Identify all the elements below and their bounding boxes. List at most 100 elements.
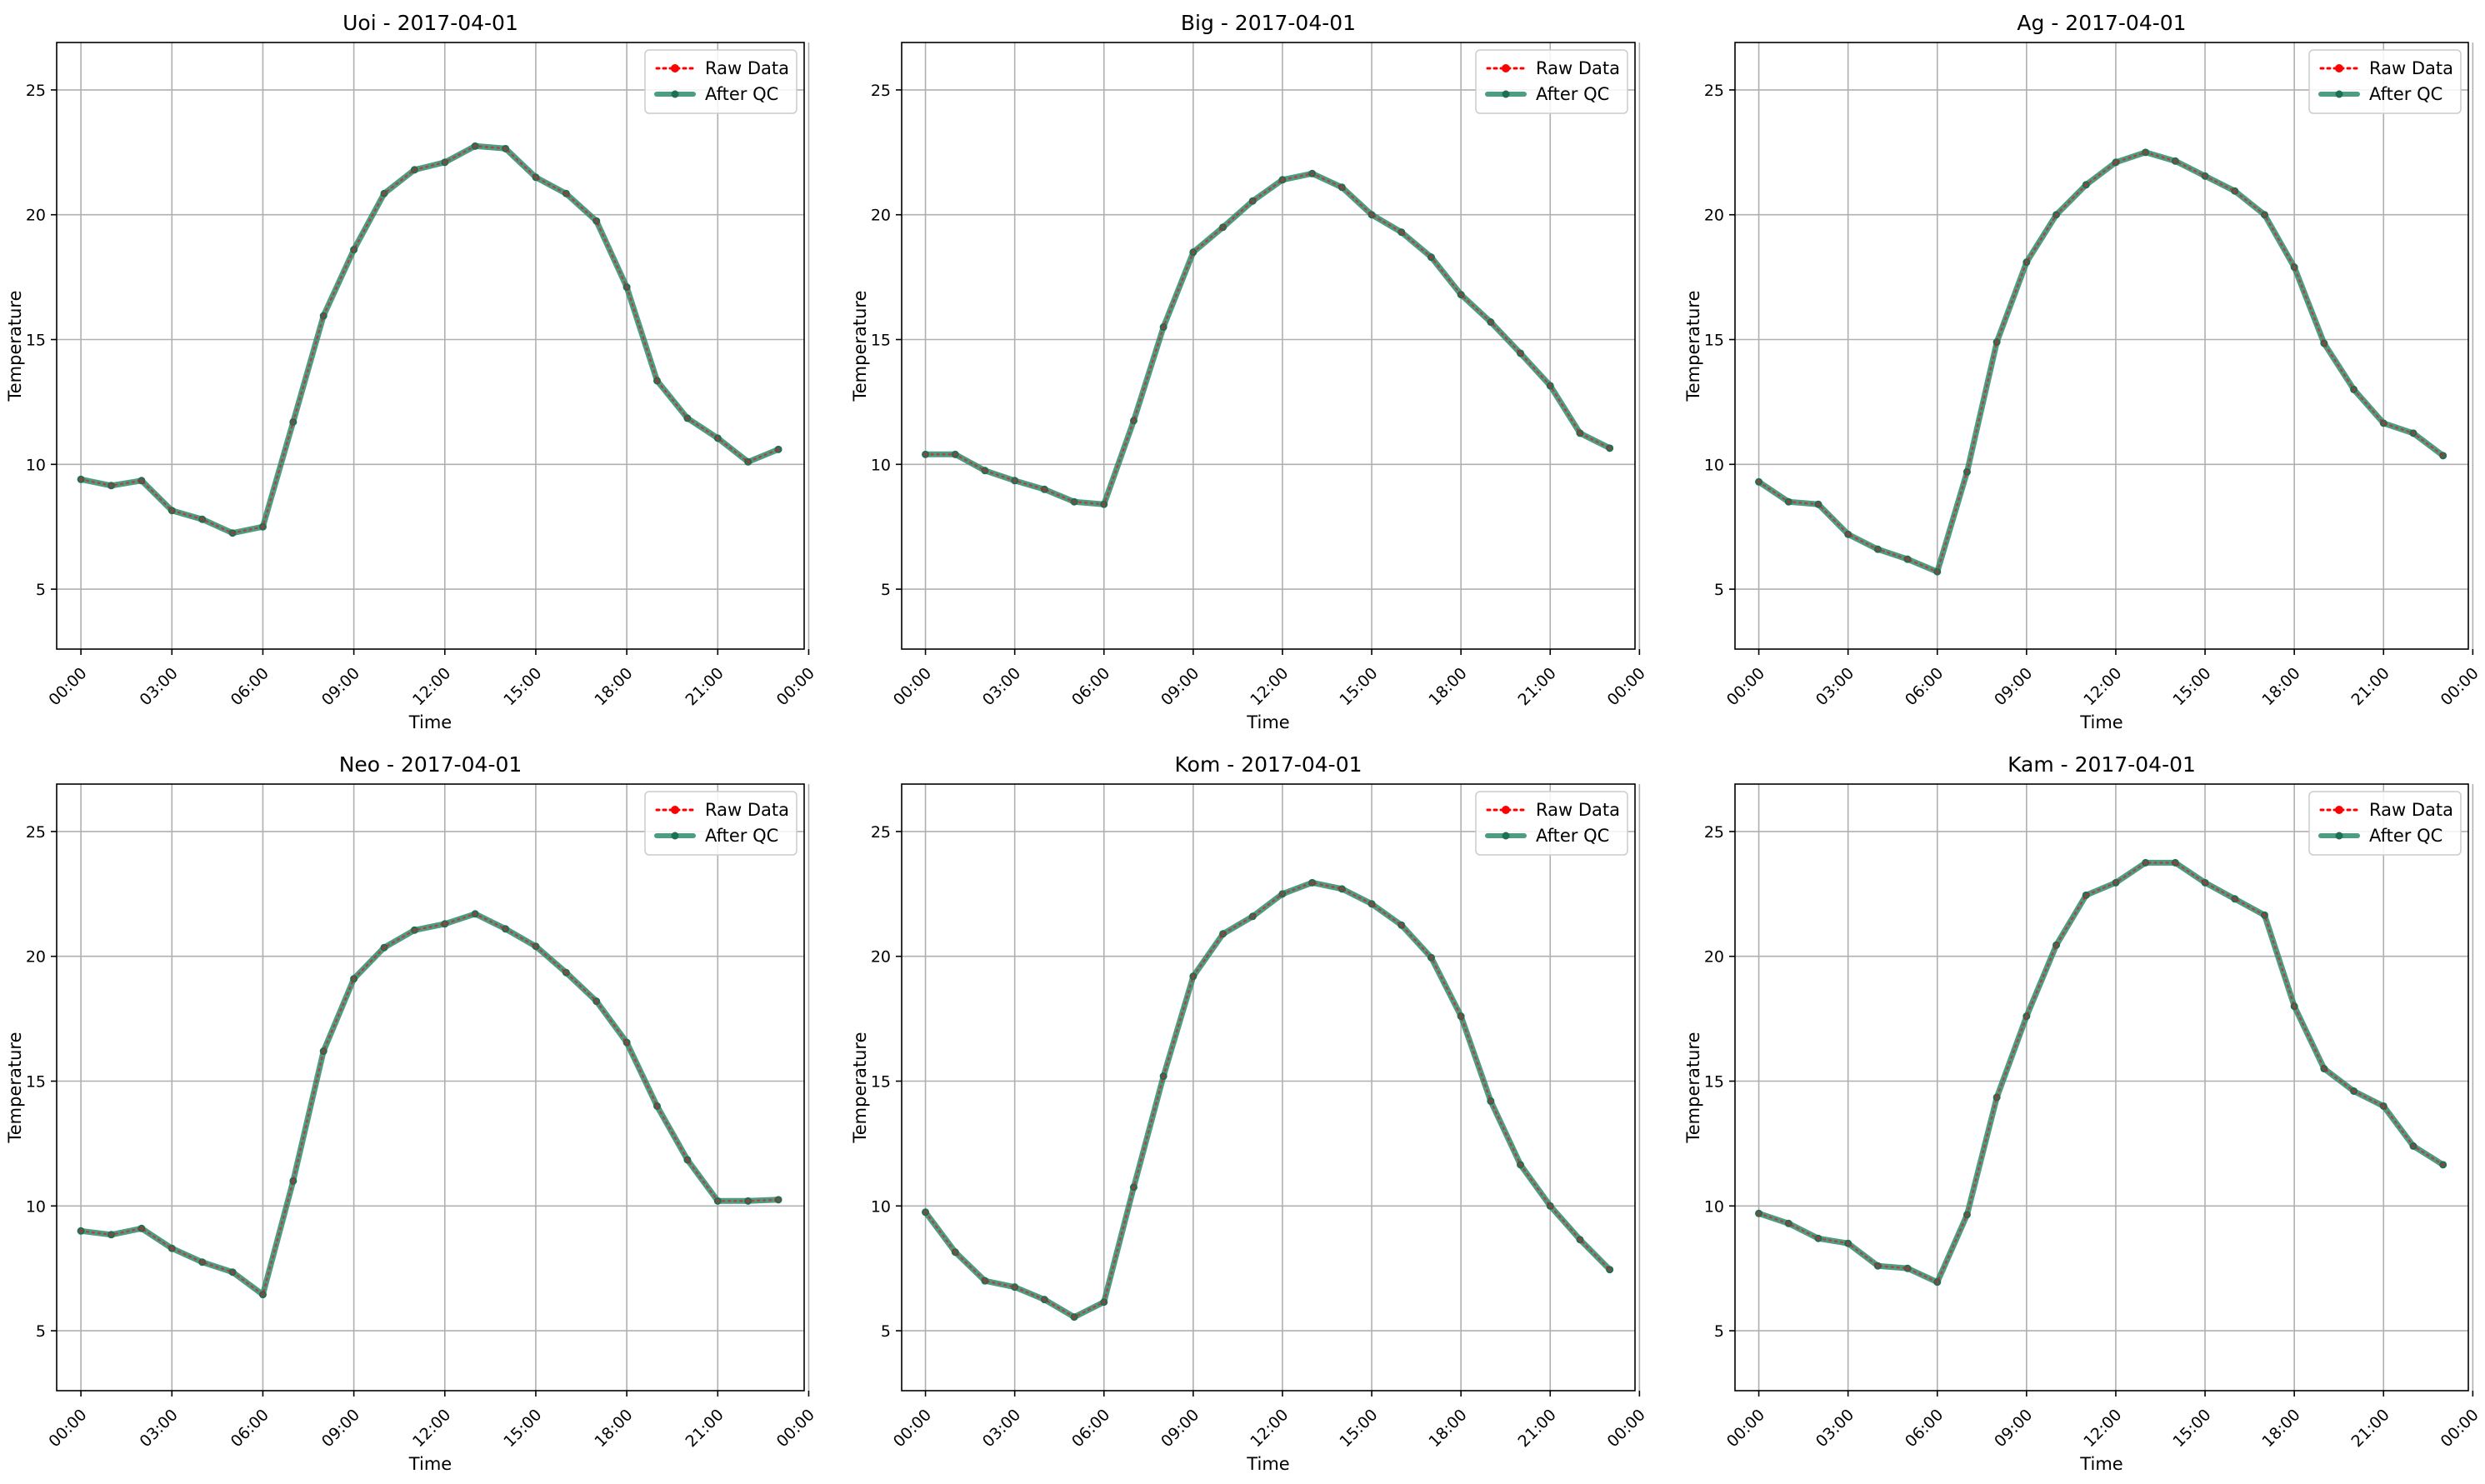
y-tick-label: 5 — [881, 581, 891, 599]
raw-data-point — [1548, 383, 1552, 388]
raw-data-point — [1220, 932, 1226, 937]
y-tick-label: 10 — [1704, 456, 1724, 474]
raw-data-point — [442, 922, 448, 927]
x-tick-label: 09:00 — [1991, 664, 2036, 709]
raw-data-point — [594, 218, 599, 223]
x-tick-label: 21:00 — [2348, 664, 2393, 709]
raw-data-point — [502, 927, 508, 932]
x-tick-label: 15:00 — [1336, 1406, 1381, 1451]
y-tick-label: 5 — [1714, 1322, 1724, 1341]
raw-data-point — [2083, 892, 2088, 897]
y-tick-label: 20 — [1704, 207, 1724, 225]
chart-title: Kam - 2017-04-01 — [2008, 752, 2196, 777]
legend-box — [2308, 791, 2462, 856]
raw-data-point — [1012, 1285, 1018, 1290]
x-tick-label: 12:00 — [2080, 1406, 2125, 1451]
raw-data-point — [1399, 922, 1404, 927]
raw-data-point — [922, 1210, 928, 1215]
legend-label-raw-data: Raw Data — [1536, 58, 1620, 78]
y-tick-label: 25 — [26, 82, 46, 100]
raw-data-point — [1280, 177, 1285, 182]
raw-data-point — [1608, 446, 1612, 451]
x-tick-label: 03:00 — [137, 664, 182, 709]
raw-data-point — [624, 1040, 629, 1045]
raw-data-point — [2322, 1066, 2327, 1072]
raw-data-point — [1994, 1095, 1999, 1100]
raw-data-point — [2113, 880, 2118, 885]
plot-area — [902, 784, 1635, 1391]
y-axis-label: Temperature — [850, 1032, 870, 1143]
raw-data-point — [982, 1278, 988, 1283]
raw-data-point — [169, 508, 174, 513]
raw-data-point — [1102, 1300, 1107, 1305]
raw-data-point — [442, 160, 448, 165]
raw-data-point — [1488, 319, 1493, 325]
raw-data-point — [1250, 914, 1255, 919]
x-tick-label: 21:00 — [1515, 1406, 1560, 1451]
raw-data-point — [624, 284, 629, 290]
x-tick-label: 00:00 — [1723, 664, 1768, 709]
raw-data-point — [1548, 1203, 1552, 1208]
raw-data-point — [1846, 1241, 1851, 1246]
raw-data-point — [922, 452, 928, 457]
series-line-after-qc — [922, 170, 1613, 507]
y-tick-label: 5 — [1714, 581, 1724, 599]
x-tick-label: 06:00 — [1068, 664, 1113, 709]
x-tick-label: 15:00 — [500, 664, 545, 709]
raw-data-point — [2411, 431, 2416, 436]
x-tick-label: 15:00 — [2169, 1406, 2214, 1451]
y-axis-label: Temperature — [1683, 1032, 1703, 1143]
raw-data-point — [2262, 212, 2268, 217]
raw-data-point — [982, 468, 988, 473]
x-tick-label: 03:00 — [979, 664, 1024, 709]
raw-data-point — [1250, 198, 1255, 203]
raw-data-point — [78, 477, 83, 482]
raw-data-point — [654, 1103, 660, 1109]
raw-data-point — [139, 1226, 144, 1231]
y-tick-label: 10 — [1704, 1197, 1724, 1216]
y-tick-label: 20 — [1704, 948, 1724, 967]
raw-data-point — [1816, 1236, 1821, 1241]
x-tick-label: 00:00 — [1604, 664, 1649, 709]
y-tick-label: 5 — [881, 1322, 891, 1341]
raw-data-point — [139, 478, 144, 483]
raw-data-point — [1369, 902, 1374, 907]
raw-data-point — [502, 146, 508, 151]
raw-data-point — [1964, 469, 1970, 474]
raw-data-point — [1339, 887, 1344, 892]
y-tick-label: 25 — [1704, 82, 1724, 100]
legend-marker-raw-data — [1502, 64, 1510, 72]
y-tick-label: 15 — [871, 332, 891, 350]
axes-frame — [56, 42, 805, 650]
x-axis-label: Time — [408, 1454, 452, 1474]
legend: Raw Data After QC — [1475, 791, 1628, 856]
x-tick-label: 12:00 — [2080, 664, 2125, 709]
raw-data-point — [594, 999, 599, 1004]
axes-frame — [1734, 42, 2469, 650]
chart-title: Kom - 2017-04-01 — [1175, 752, 1362, 777]
y-tick-label: 15 — [1704, 1073, 1724, 1092]
legend-marker-after-qc — [671, 90, 679, 98]
raw-data-point — [2441, 1162, 2446, 1167]
legend-box — [2308, 49, 2462, 114]
raw-data-point — [746, 1198, 751, 1203]
raw-data-point — [2351, 387, 2357, 392]
raw-data-point — [2232, 897, 2238, 902]
series-line-raw-data — [79, 912, 780, 1297]
raw-data-point — [1220, 225, 1226, 230]
raw-data-point — [2262, 912, 2268, 917]
x-tick-label: 18:00 — [591, 664, 636, 709]
x-tick-label: 15:00 — [500, 1406, 545, 1451]
x-tick-label: 09:00 — [1991, 1406, 2036, 1451]
y-tick-label: 20 — [871, 948, 891, 967]
raw-data-point — [1786, 1221, 1791, 1226]
x-tick-label: 06:00 — [228, 1406, 272, 1451]
raw-data-point — [746, 459, 751, 464]
legend-label-raw-data: Raw Data — [2369, 800, 2453, 820]
legend-label-raw-data: Raw Data — [1536, 800, 1620, 820]
raw-data-point — [1756, 1211, 1762, 1216]
y-axis-label: Temperature — [850, 290, 870, 402]
x-tick-label: 21:00 — [682, 1406, 728, 1451]
chart-title: Uoi - 2017-04-01 — [342, 11, 518, 35]
y-tick-label: 10 — [871, 456, 891, 474]
